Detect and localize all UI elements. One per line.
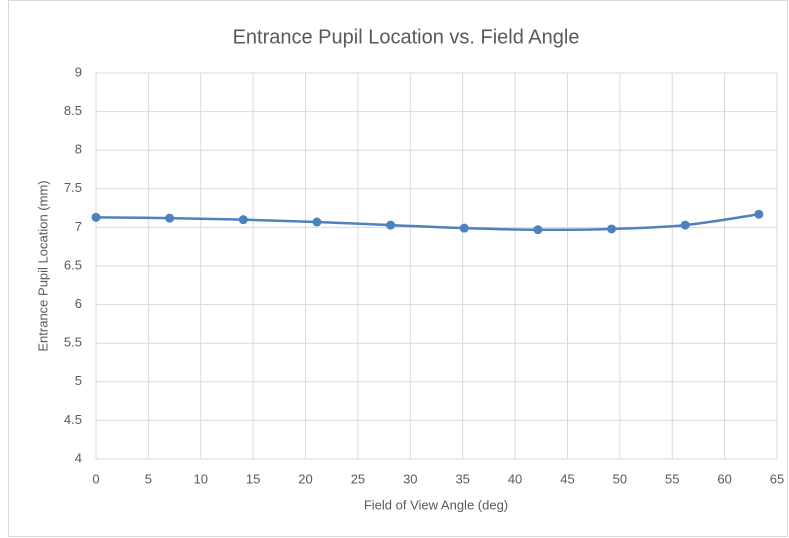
x-tick-label: 30	[403, 471, 417, 486]
y-axis-label: Entrance Pupil Location (mm)	[35, 180, 50, 351]
x-tick-label: 40	[508, 471, 522, 486]
marker	[238, 215, 248, 225]
marker	[607, 224, 617, 234]
marker	[459, 223, 469, 233]
y-tick-label: 7	[75, 219, 82, 234]
marker	[386, 220, 396, 230]
marker	[165, 213, 175, 223]
x-tick-label: 25	[351, 471, 365, 486]
chart-border	[8, 0, 788, 537]
chart-title: Entrance Pupil Location vs. Field Angle	[233, 26, 580, 48]
y-tick-label: 4.5	[64, 412, 82, 427]
marker	[312, 217, 322, 227]
marker	[680, 220, 690, 230]
y-tick-label: 4	[75, 450, 82, 465]
x-axis-label: Field of View Angle (deg)	[364, 497, 508, 512]
x-tick-label: 20	[298, 471, 312, 486]
y-tick-label: 9	[75, 64, 82, 79]
x-tick-label: 65	[770, 471, 784, 486]
marker	[91, 212, 101, 222]
line	[95, 213, 760, 232]
y-tick-label: 7.5	[64, 180, 82, 195]
y-tick-label: 8.5	[64, 103, 82, 118]
y-tick-label: 8	[75, 142, 82, 157]
x-tick-label: 15	[246, 471, 260, 486]
y-tick-label: 5	[75, 373, 82, 388]
x-tick-label: 60	[717, 471, 731, 486]
x-tick-label: 5	[145, 471, 152, 486]
y-tick-label: 5.5	[64, 335, 82, 350]
x-tick-label: 0	[92, 471, 99, 486]
x-tick-label: 35	[455, 471, 469, 486]
marker	[533, 225, 543, 235]
x-tick-label: 55	[665, 471, 679, 486]
x-tick-label: 50	[613, 471, 627, 486]
y-tick-label: 6	[75, 296, 82, 311]
x-tick-label: 10	[194, 471, 208, 486]
y-tick-label: 6.5	[64, 257, 82, 272]
x-tick-label: 45	[560, 471, 574, 486]
marker	[754, 209, 764, 219]
